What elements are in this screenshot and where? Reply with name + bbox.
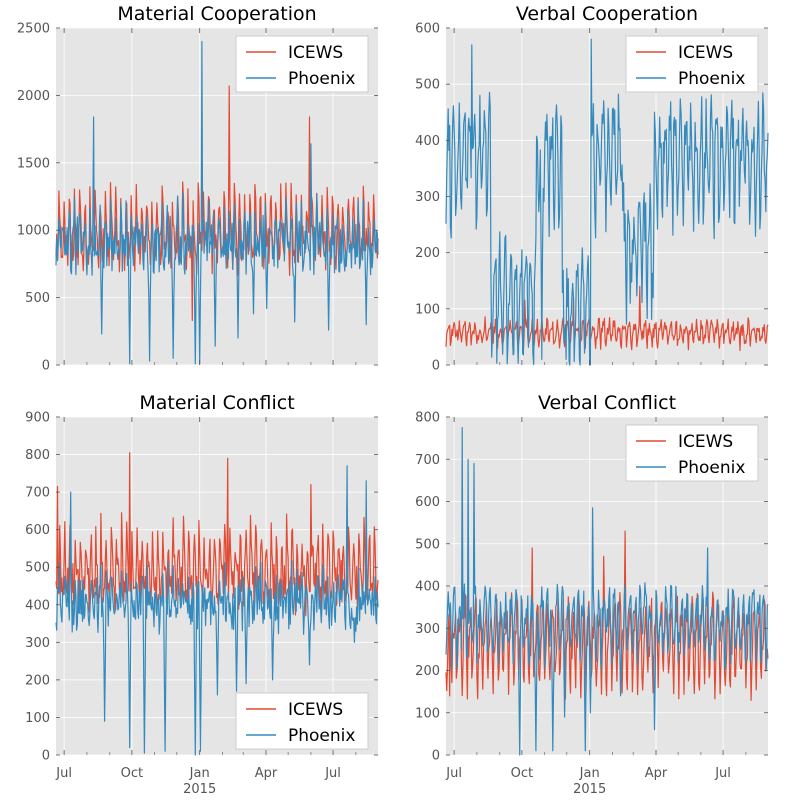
- chart-title: Material Conflict: [139, 392, 294, 414]
- y-tick-label: 100: [415, 706, 440, 721]
- series-line-icews: [55, 452, 379, 617]
- chart-panel-1: 0 500 1000 1500 2000 2500 Material Cooperation…: [17, 3, 379, 374]
- series-line-phoenix: [445, 38, 769, 366]
- y-tick-label: 300: [415, 622, 440, 637]
- y-tick-label: 200: [25, 673, 50, 688]
- chart-panel-2: 0 100 200 300 400 500 600 Verbal Cooperation ICE…: [415, 3, 769, 374]
- x-tick-label: Apr: [645, 766, 668, 781]
- y-tick-label: 400: [25, 598, 50, 613]
- y-tick-label: 700: [25, 486, 50, 501]
- y-tick-label: 500: [415, 78, 440, 93]
- x-tick-label: Jul: [714, 766, 731, 781]
- legend-box: [625, 424, 759, 482]
- y-tick-label: 400: [415, 580, 440, 595]
- y-tick-label: 300: [415, 190, 440, 205]
- legend-box: [625, 35, 759, 93]
- legend-box: [235, 692, 369, 750]
- y-tick-label: 2000: [17, 89, 50, 104]
- y-tick-label: 1000: [17, 224, 50, 239]
- chart-panel-4: 0 100 200 300 400 500 600 700 800 Jul Oct Jan Apr Jul…: [415, 392, 769, 797]
- x-tick-label: Jul: [55, 766, 72, 781]
- legend-label-phoenix: Phoenix: [678, 69, 745, 89]
- x-tick-label: Oct: [121, 766, 143, 781]
- y-tick-label: 0: [42, 359, 50, 374]
- y-tick-label: 2500: [17, 22, 50, 37]
- x-tick-label: Jul: [324, 766, 341, 781]
- legend-label-phoenix: Phoenix: [288, 69, 355, 89]
- x-tick-label: Oct: [511, 766, 533, 781]
- series-line-icews: [445, 530, 769, 701]
- y-tick-label: 0: [432, 359, 440, 374]
- x-tick-label: Jan: [189, 766, 210, 781]
- legend-label-phoenix: Phoenix: [678, 458, 745, 478]
- x-tick-label: Apr: [255, 766, 278, 781]
- y-tick-label: 900: [25, 411, 50, 426]
- y-tick-label: 500: [415, 537, 440, 552]
- y-tick-label: 0: [432, 749, 440, 764]
- series-line-phoenix: [445, 427, 769, 756]
- y-tick-label: 300: [25, 636, 50, 651]
- y-tick-label: 700: [415, 453, 440, 468]
- series-line-phoenix: [55, 465, 379, 756]
- y-tick-label: 600: [25, 523, 50, 538]
- y-tick-label: 600: [415, 495, 440, 510]
- y-tick-label: 0: [42, 749, 50, 764]
- legend-box: [235, 35, 369, 93]
- series-line-icews: [445, 285, 769, 352]
- y-tick-label: 1500: [17, 156, 50, 171]
- y-tick-label: 800: [415, 411, 440, 426]
- x-tick-label: Jan: [579, 766, 600, 781]
- y-tick-label: 600: [415, 22, 440, 37]
- y-tick-label: 800: [25, 448, 50, 463]
- y-tick-label: 500: [25, 561, 50, 576]
- y-tick-label: 200: [415, 664, 440, 679]
- chart-title: Material Cooperation: [117, 3, 316, 25]
- chart-title: Verbal Cooperation: [516, 3, 698, 25]
- chart-panel-3: 0 100 200 300 400 500 600 700 800 900 Jul Oct Jan Apr…: [25, 392, 379, 797]
- legend-label-phoenix: Phoenix: [288, 726, 355, 746]
- x-tick-label: Jul: [445, 766, 462, 781]
- y-tick-label: 100: [25, 711, 50, 726]
- y-tick-label: 200: [415, 246, 440, 261]
- y-tick-label: 500: [25, 291, 50, 306]
- series-line-phoenix: [55, 40, 379, 365]
- x-year-label: 2015: [573, 782, 606, 797]
- legend-label-icews: ICEWS: [678, 43, 733, 63]
- legend-label-icews: ICEWS: [678, 432, 733, 452]
- x-year-label: 2015: [183, 782, 216, 797]
- y-tick-label: 100: [415, 302, 440, 317]
- y-tick-label: 400: [415, 134, 440, 149]
- legend-label-icews: ICEWS: [288, 43, 343, 63]
- chart-title: Verbal Conflict: [538, 392, 676, 414]
- legend-label-icews: ICEWS: [288, 700, 343, 720]
